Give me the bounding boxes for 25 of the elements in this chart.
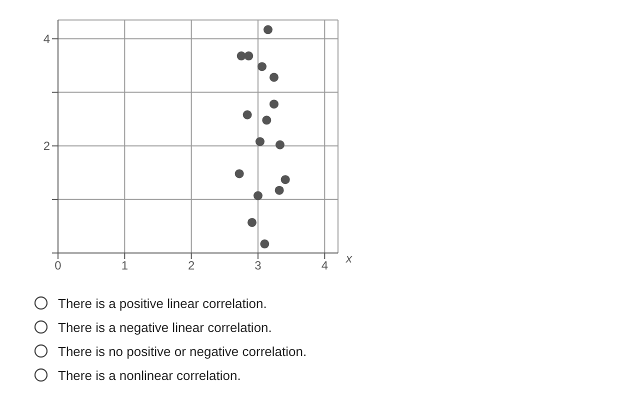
point <box>263 25 273 34</box>
x-tick-label: 1 <box>121 258 128 273</box>
point <box>262 116 272 125</box>
point <box>269 100 279 109</box>
point <box>274 186 284 195</box>
text: There is a positive linear correlation. <box>58 296 267 310</box>
point <box>257 62 267 72</box>
point <box>280 175 290 184</box>
x-tick-label: 3 <box>254 258 262 273</box>
point <box>247 218 257 227</box>
text: There is a negative linear correlation. <box>58 320 272 334</box>
point <box>242 110 252 120</box>
point <box>269 72 279 82</box>
x-axis-title: x <box>345 251 353 266</box>
x-tick-label: 2 <box>188 258 195 273</box>
point <box>255 137 265 146</box>
text: There is no positive or negative correlation. <box>58 344 307 358</box>
x-tick-label: 4 <box>321 258 328 273</box>
point <box>275 140 285 150</box>
x-tick-label: 0 <box>54 258 62 273</box>
point <box>244 51 254 60</box>
point <box>253 191 263 200</box>
point <box>260 239 270 248</box>
text: There is a nonlinear correlation. <box>58 368 241 382</box>
point <box>234 169 244 178</box>
